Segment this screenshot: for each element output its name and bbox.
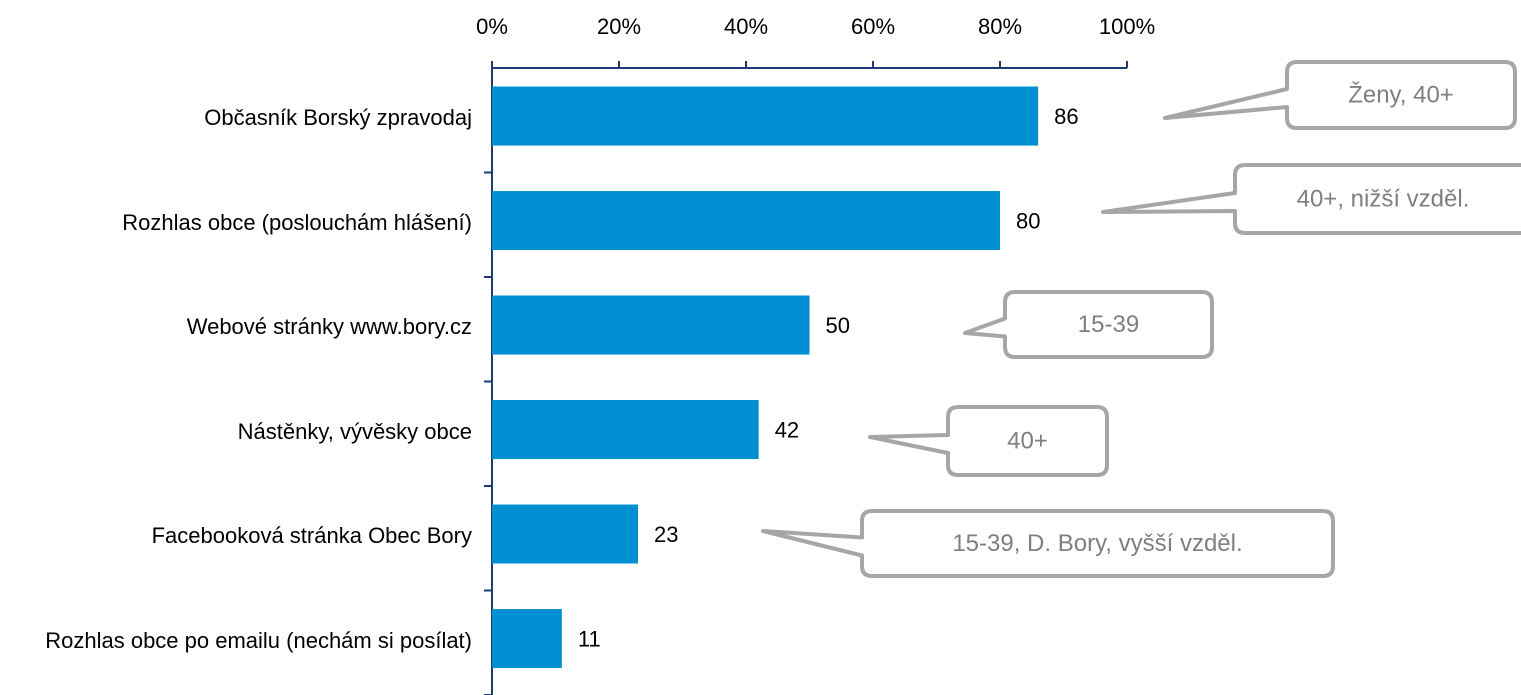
category-label: Rozhlas obce (poslouchám hlášení) [122,209,472,235]
x-tick-label: 100% [1099,14,1155,39]
x-tick-label: 40% [724,14,768,39]
category-label: Nástěnky, vývěsky obce [237,418,472,444]
value-label: 86 [1054,104,1078,129]
callout-text: 40+ [1007,427,1048,454]
x-tick-label: 80% [978,14,1022,39]
bar [492,504,639,564]
category-label: Webové stránky www.bory.cz [186,314,472,340]
callout-box [1101,163,1521,235]
value-label: 80 [1016,208,1040,233]
callout-text: 15-39, D. Bory, vyšší vzděl. [952,530,1242,557]
callout-box [1163,60,1517,130]
callout-text: 40+, nižší vzděl. [1297,185,1470,212]
category-label: Facebooková stránka Obec Bory [151,523,472,549]
bar [492,400,759,460]
category-label: Rozhlas obce po emailu (nechám si posíla… [45,627,472,653]
bar [492,191,1000,251]
callout-text: Ženy, 40+ [1348,81,1454,108]
category-label: Občasník Borský zpravodaj [204,105,472,131]
bar [492,295,810,355]
callout-text: 15-39 [1078,311,1139,338]
value-label: 23 [654,522,678,547]
value-label: 42 [775,417,799,442]
callout-box [868,405,1109,477]
x-tick-label: 20% [597,14,641,39]
value-label: 11 [578,626,601,651]
bar [492,609,562,669]
x-tick-label: 60% [851,14,895,39]
callout-box [761,509,1335,578]
x-tick-label: 0% [476,14,508,39]
bar [492,86,1039,146]
callout-box [963,290,1214,359]
value-label: 50 [826,313,850,338]
